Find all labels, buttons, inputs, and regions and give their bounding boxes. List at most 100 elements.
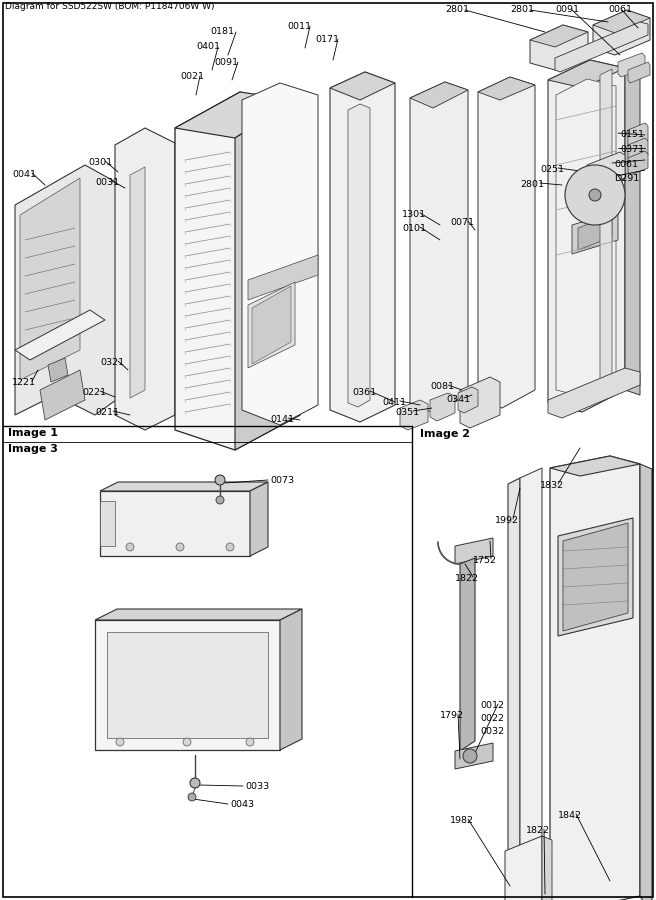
Text: 0022: 0022	[480, 714, 504, 723]
Text: 0221: 0221	[82, 388, 106, 397]
Text: 1822: 1822	[455, 574, 479, 583]
Text: 0033: 0033	[245, 782, 269, 791]
Polygon shape	[550, 456, 640, 900]
Polygon shape	[410, 82, 468, 108]
Polygon shape	[348, 104, 370, 407]
Polygon shape	[107, 632, 268, 738]
Polygon shape	[95, 609, 302, 620]
Polygon shape	[530, 25, 588, 47]
Text: 1982: 1982	[450, 816, 474, 825]
Text: 0091: 0091	[555, 5, 579, 14]
Text: Image 1: Image 1	[8, 428, 58, 438]
Text: 0021: 0021	[180, 72, 204, 81]
Polygon shape	[548, 368, 640, 418]
Polygon shape	[505, 836, 542, 900]
Text: 1752: 1752	[473, 556, 497, 565]
Polygon shape	[175, 92, 300, 450]
Polygon shape	[530, 25, 588, 70]
Circle shape	[188, 793, 196, 801]
Text: 0011: 0011	[287, 22, 311, 31]
Polygon shape	[555, 22, 648, 72]
Polygon shape	[640, 464, 652, 900]
Polygon shape	[455, 538, 493, 564]
Text: 0181: 0181	[210, 27, 234, 36]
Polygon shape	[100, 482, 268, 491]
Text: 0073: 0073	[270, 476, 294, 485]
Polygon shape	[628, 123, 648, 147]
Polygon shape	[548, 60, 625, 88]
Circle shape	[190, 778, 200, 788]
Polygon shape	[248, 282, 295, 368]
Circle shape	[215, 475, 225, 485]
Text: 0043: 0043	[230, 800, 254, 809]
Polygon shape	[587, 152, 625, 191]
Polygon shape	[542, 836, 552, 900]
Polygon shape	[95, 620, 280, 750]
Text: 0301: 0301	[88, 158, 112, 167]
Circle shape	[116, 738, 124, 746]
Text: 0151: 0151	[620, 130, 644, 139]
Polygon shape	[520, 468, 542, 856]
Polygon shape	[248, 255, 318, 300]
Circle shape	[176, 543, 184, 551]
Circle shape	[216, 496, 224, 504]
Polygon shape	[430, 393, 455, 421]
Polygon shape	[460, 558, 475, 751]
Polygon shape	[40, 370, 85, 420]
Polygon shape	[235, 100, 300, 450]
Polygon shape	[330, 72, 395, 422]
Polygon shape	[578, 215, 612, 250]
Polygon shape	[175, 92, 295, 138]
Circle shape	[246, 738, 254, 746]
Polygon shape	[593, 10, 650, 55]
Polygon shape	[628, 62, 650, 83]
Text: 1792: 1792	[440, 711, 464, 720]
Polygon shape	[548, 60, 625, 412]
Text: D291: D291	[614, 174, 639, 183]
Polygon shape	[280, 609, 302, 750]
Polygon shape	[410, 82, 468, 412]
Text: 0071: 0071	[450, 218, 474, 227]
Text: 0411: 0411	[382, 398, 406, 407]
Text: 0031: 0031	[95, 178, 119, 187]
Polygon shape	[455, 743, 493, 769]
Polygon shape	[15, 310, 105, 360]
Circle shape	[226, 543, 234, 551]
Polygon shape	[20, 178, 80, 380]
Circle shape	[589, 189, 601, 201]
Text: Diagram for SSD522SW (BOM: P1184706W W): Diagram for SSD522SW (BOM: P1184706W W)	[5, 2, 215, 11]
Polygon shape	[458, 387, 478, 413]
Text: 1301: 1301	[402, 210, 426, 219]
Polygon shape	[15, 165, 130, 415]
Text: 0211: 0211	[95, 408, 119, 417]
Polygon shape	[100, 501, 115, 546]
Polygon shape	[508, 478, 520, 854]
Text: 0061: 0061	[608, 5, 632, 14]
Polygon shape	[400, 400, 428, 430]
Polygon shape	[130, 167, 145, 398]
Text: 1221: 1221	[12, 378, 36, 387]
Text: 0251: 0251	[540, 165, 564, 174]
Polygon shape	[330, 72, 395, 100]
Text: 0081: 0081	[430, 382, 454, 391]
Text: 0341: 0341	[446, 395, 470, 404]
Circle shape	[126, 543, 134, 551]
Polygon shape	[48, 358, 68, 382]
Text: 0101: 0101	[402, 224, 426, 233]
Circle shape	[183, 738, 191, 746]
Text: 1992: 1992	[495, 516, 519, 525]
Polygon shape	[556, 79, 616, 397]
Polygon shape	[478, 77, 535, 408]
Polygon shape	[628, 151, 648, 175]
Polygon shape	[252, 286, 291, 364]
Polygon shape	[628, 138, 648, 162]
Text: 1822: 1822	[526, 826, 550, 835]
Polygon shape	[550, 456, 640, 476]
Text: 0371: 0371	[620, 145, 644, 154]
Polygon shape	[242, 83, 318, 425]
Polygon shape	[250, 482, 268, 556]
Polygon shape	[572, 211, 618, 254]
Text: 2801: 2801	[510, 5, 534, 14]
Circle shape	[565, 165, 625, 225]
Polygon shape	[618, 53, 645, 77]
